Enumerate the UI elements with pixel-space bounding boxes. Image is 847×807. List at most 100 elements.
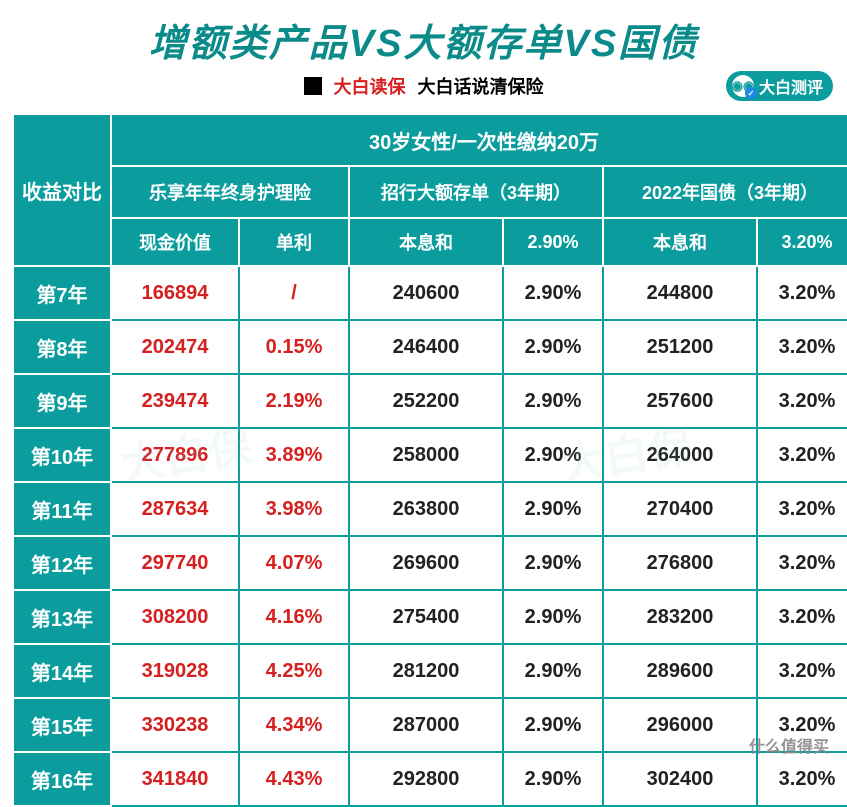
comparison-table: 收益对比 30岁女性/一次性缴纳20万 乐享年年终身护理险招行大额存单（3年期）…: [12, 113, 847, 807]
data-cell: 258000: [349, 428, 503, 482]
table-row: 第10年2778963.89%2580002.90%2640003.20%: [13, 428, 847, 482]
header-subcol: 2.90%: [503, 218, 603, 266]
data-cell: 4.16%: [239, 590, 349, 644]
data-cell: 3.20%: [757, 536, 847, 590]
data-cell: 269600: [349, 536, 503, 590]
data-cell: 166894: [111, 266, 239, 320]
header-subcol: 本息和: [603, 218, 757, 266]
data-cell: 276800: [603, 536, 757, 590]
data-cell: 264000: [603, 428, 757, 482]
header-subcol: 3.20%: [757, 218, 847, 266]
table-row: 第11年2876343.98%2638002.90%2704003.20%: [13, 482, 847, 536]
data-cell: 3.20%: [757, 644, 847, 698]
data-cell: 277896: [111, 428, 239, 482]
table-row: 第15年3302384.34%2870002.90%2960003.20%: [13, 698, 847, 752]
data-cell: 4.07%: [239, 536, 349, 590]
data-cell: 3.20%: [757, 428, 847, 482]
badge-face-icon: ◉◉ ✓: [732, 75, 754, 97]
data-cell: 3.98%: [239, 482, 349, 536]
year-label: 第12年: [13, 536, 111, 590]
data-cell: 3.89%: [239, 428, 349, 482]
subtitle-red: 大白读保: [334, 73, 406, 99]
data-cell: 0.15%: [239, 320, 349, 374]
data-cell: 3.20%: [757, 482, 847, 536]
data-cell: 2.90%: [503, 428, 603, 482]
data-cell: 2.90%: [503, 374, 603, 428]
data-cell: 2.90%: [503, 536, 603, 590]
data-cell: 296000: [603, 698, 757, 752]
header-product: 招行大额存单（3年期）: [349, 166, 603, 218]
header-row-label: 收益对比: [13, 114, 111, 266]
year-label: 第13年: [13, 590, 111, 644]
year-label: 第11年: [13, 482, 111, 536]
data-cell: 289600: [603, 644, 757, 698]
brand-badge: ◉◉ ✓ 大白测评: [726, 71, 833, 101]
data-cell: 202474: [111, 320, 239, 374]
data-cell: 319028: [111, 644, 239, 698]
data-cell: 3.20%: [757, 752, 847, 806]
data-cell: 308200: [111, 590, 239, 644]
data-cell: 341840: [111, 752, 239, 806]
data-cell: 246400: [349, 320, 503, 374]
data-cell: 3.20%: [757, 590, 847, 644]
subtitle-row: 大白读保 大白话说清保险 ◉◉ ✓ 大白测评: [0, 73, 847, 99]
data-cell: 3.20%: [757, 266, 847, 320]
data-cell: 3.20%: [757, 320, 847, 374]
year-label: 第9年: [13, 374, 111, 428]
year-label: 第16年: [13, 752, 111, 806]
table-row: 第14年3190284.25%2812002.90%2896003.20%: [13, 644, 847, 698]
data-cell: 251200: [603, 320, 757, 374]
square-icon: [304, 77, 322, 95]
data-cell: 2.90%: [503, 590, 603, 644]
table-row: 第9年2394742.19%2522002.90%2576003.20%: [13, 374, 847, 428]
data-cell: 4.43%: [239, 752, 349, 806]
data-cell: 2.90%: [503, 644, 603, 698]
data-cell: 252200: [349, 374, 503, 428]
table-row: 第8年2024740.15%2464002.90%2512003.20%: [13, 320, 847, 374]
page-title: 增额类产品VS大额存单VS国债: [0, 12, 847, 67]
header-product: 2022年国债（3年期）: [603, 166, 847, 218]
data-cell: 275400: [349, 590, 503, 644]
data-cell: /: [239, 266, 349, 320]
data-cell: 2.90%: [503, 320, 603, 374]
header-subcol: 单利: [239, 218, 349, 266]
data-cell: 263800: [349, 482, 503, 536]
data-cell: 239474: [111, 374, 239, 428]
header-product: 乐享年年终身护理险: [111, 166, 349, 218]
data-cell: 240600: [349, 266, 503, 320]
data-cell: 257600: [603, 374, 757, 428]
header-scenario: 30岁女性/一次性缴纳20万: [111, 114, 847, 166]
data-cell: 2.90%: [503, 266, 603, 320]
table-row: 第13年3082004.16%2754002.90%2832003.20%: [13, 590, 847, 644]
check-icon: ✓: [745, 87, 757, 99]
data-cell: 2.19%: [239, 374, 349, 428]
year-label: 第8年: [13, 320, 111, 374]
data-cell: 283200: [603, 590, 757, 644]
data-cell: 3.20%: [757, 374, 847, 428]
year-label: 第14年: [13, 644, 111, 698]
year-label: 第15年: [13, 698, 111, 752]
header-subcol: 本息和: [349, 218, 503, 266]
data-cell: 4.25%: [239, 644, 349, 698]
table-row: 第16年3418404.43%2928002.90%3024003.20%: [13, 752, 847, 806]
year-label: 第7年: [13, 266, 111, 320]
data-cell: 2.90%: [503, 698, 603, 752]
header-subcol: 现金价值: [111, 218, 239, 266]
bottom-watermark: 什么值得买: [749, 733, 829, 757]
data-cell: 2.90%: [503, 752, 603, 806]
data-cell: 287634: [111, 482, 239, 536]
data-cell: 292800: [349, 752, 503, 806]
data-cell: 2.90%: [503, 482, 603, 536]
data-cell: 270400: [603, 482, 757, 536]
data-cell: 4.34%: [239, 698, 349, 752]
data-cell: 302400: [603, 752, 757, 806]
data-cell: 244800: [603, 266, 757, 320]
data-cell: 281200: [349, 644, 503, 698]
badge-text: 大白测评: [759, 74, 823, 98]
table-row: 第7年166894/2406002.90%2448003.20%: [13, 266, 847, 320]
subtitle-black: 大白话说清保险: [418, 73, 544, 99]
data-cell: 287000: [349, 698, 503, 752]
table-row: 第12年2977404.07%2696002.90%2768003.20%: [13, 536, 847, 590]
year-label: 第10年: [13, 428, 111, 482]
data-cell: 297740: [111, 536, 239, 590]
